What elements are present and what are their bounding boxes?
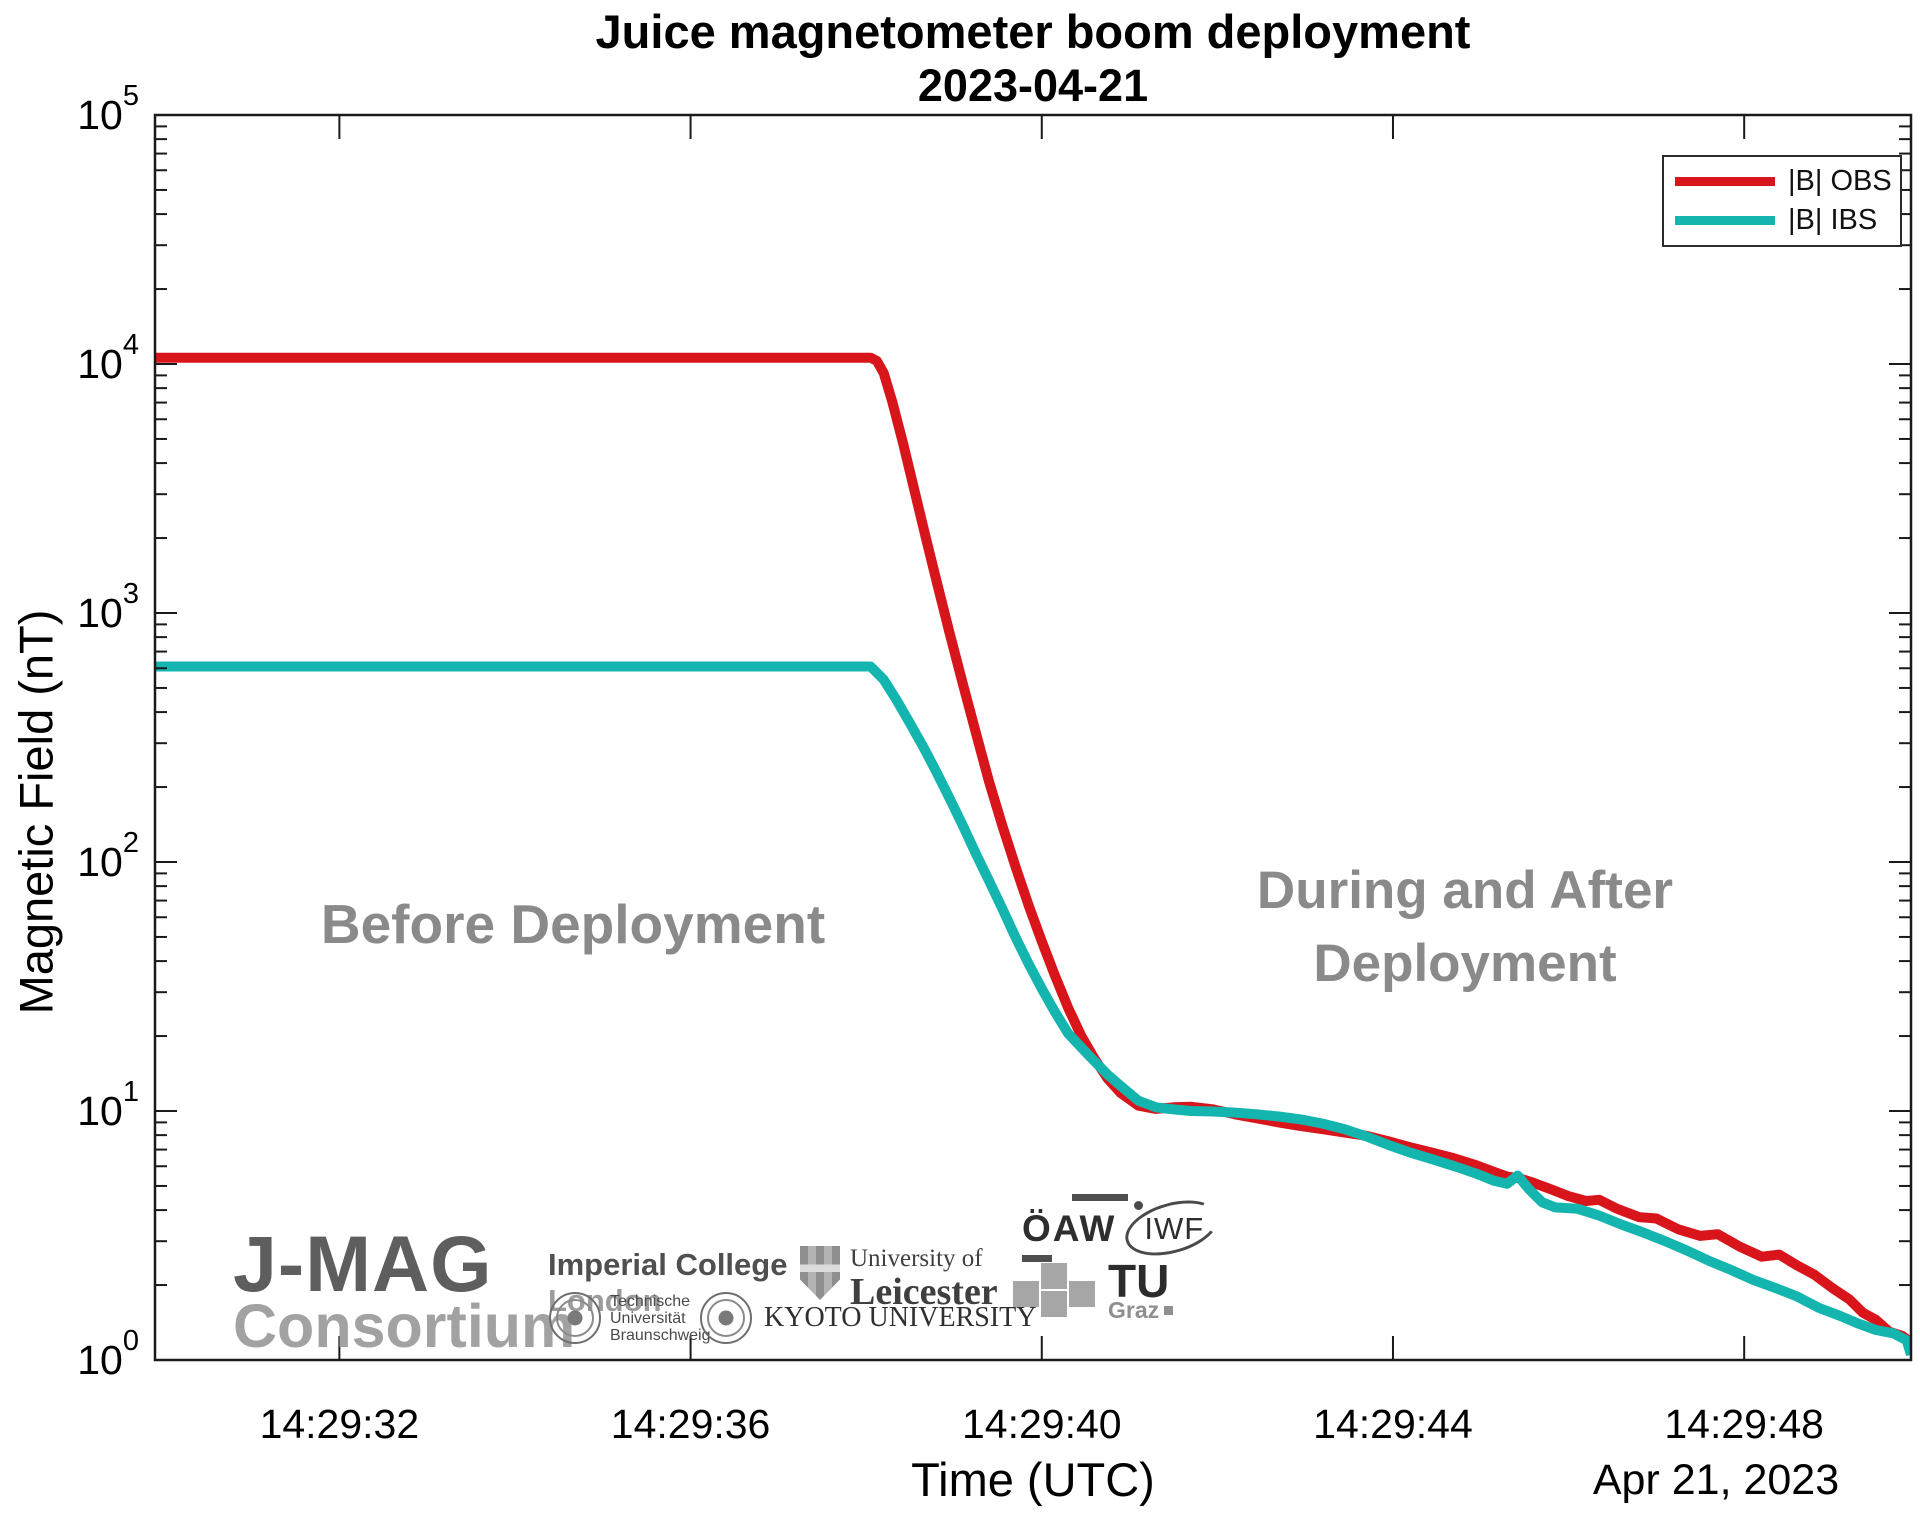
- imperial-college-text: Imperial College: [548, 1247, 788, 1282]
- annotation-during-line2: Deployment: [1313, 934, 1617, 993]
- chart-subtitle: 2023-04-21: [917, 60, 1149, 111]
- annotation-before-deployment: Before Deployment: [320, 893, 826, 955]
- axis-box: [153, 113, 1913, 1362]
- annotation-during-line1: During and After: [1256, 861, 1674, 920]
- kyoto-university-text: KYOTO UNIVERSITY: [764, 1302, 1037, 1333]
- tu-graz-tu-text: TU: [1108, 1255, 1170, 1307]
- tu-braunschweig-seal-icon: [549, 1292, 601, 1344]
- axis-ticks: [155, 114, 1911, 1361]
- y-tick-label: 101: [77, 1076, 139, 1134]
- consortium-logo-text: Consortium: [233, 1292, 576, 1360]
- oaw-bar-icon: [1072, 1194, 1128, 1201]
- x-tick-label: 14:29:32: [260, 1401, 420, 1447]
- legend-line-obs-icon: [1675, 177, 1775, 186]
- tu-braunschweig-logo: Technische Universität Braunschweig: [549, 1292, 711, 1344]
- y-tick-label: 100: [77, 1325, 139, 1383]
- iwf-orbit-icon: IWF: [1134, 1201, 1212, 1248]
- series-group: [155, 352, 1911, 1357]
- imperial-college-logo: Imperial College London: [548, 1247, 787, 1319]
- leicester-text: Leicester: [850, 1271, 998, 1313]
- tubs-line2: Universität: [610, 1309, 686, 1327]
- oaw-bar-icon: [1022, 1255, 1052, 1262]
- tick-labels: 100 101 102 103 104 105 14:29:32 14:29:36 14:29:…: [77, 80, 1824, 1447]
- university-of-leicester-logo: University of Leicester: [800, 1246, 998, 1311]
- kyoto-seal-icon: [700, 1292, 752, 1344]
- legend-line-ibs-icon: [1675, 216, 1775, 225]
- jmag-consortium-logo: J-MAG Consortium: [233, 1219, 576, 1360]
- chart-title: Juice magnetometer boom deployment: [595, 5, 1471, 58]
- y-tick-label: 104: [77, 329, 139, 387]
- annotation-during-after-deployment: During and After Deployment: [1165, 854, 1765, 1000]
- legend-item-obs: |B| OBS: [1664, 165, 1900, 198]
- legend: |B| OBS |B| IBS: [1662, 155, 1902, 247]
- tu-graz-blocks-icon: [1013, 1263, 1095, 1317]
- ibs-line: [155, 661, 1911, 1357]
- legend-label-ibs: |B| IBS: [1788, 204, 1878, 236]
- kyoto-university-logo: KYOTO UNIVERSITY: [700, 1292, 1036, 1344]
- tu-graz-graz-text: Graz: [1108, 1297, 1160, 1323]
- x-tick-label: 14:29:44: [1313, 1401, 1473, 1447]
- x-axis-date: Apr 21, 2023: [1592, 1456, 1840, 1504]
- tubs-line1: Technische: [610, 1292, 691, 1310]
- x-tick-label: 14:29:48: [1664, 1401, 1824, 1447]
- oaw-text: ÖAW: [1022, 1208, 1117, 1249]
- y-tick-label: 102: [77, 827, 139, 885]
- tu-graz-square-icon: [1164, 1305, 1174, 1315]
- legend-item-ibs: |B| IBS: [1664, 204, 1900, 237]
- x-tick-label: 14:29:40: [962, 1401, 1122, 1447]
- y-tick-label: 105: [77, 80, 139, 138]
- tubs-line3: Braunschweig: [610, 1326, 711, 1344]
- tu-graz-logo: TU Graz: [1008, 1255, 1174, 1323]
- iwf-text: IWF: [1144, 1211, 1205, 1246]
- y-tick-label: 103: [77, 578, 139, 636]
- x-axis-label: Time (UTC): [911, 1453, 1155, 1506]
- y-axis-label: Magnetic Field (nT): [9, 609, 63, 1015]
- x-tick-label: 14:29:36: [611, 1401, 771, 1447]
- oaw-iwf-logo: ÖAW IWF: [1022, 1194, 1212, 1262]
- legend-label-obs: |B| OBS: [1788, 165, 1892, 197]
- jmag-logo-text: J-MAG: [233, 1219, 493, 1308]
- leicester-university-of-text: University of: [850, 1245, 983, 1272]
